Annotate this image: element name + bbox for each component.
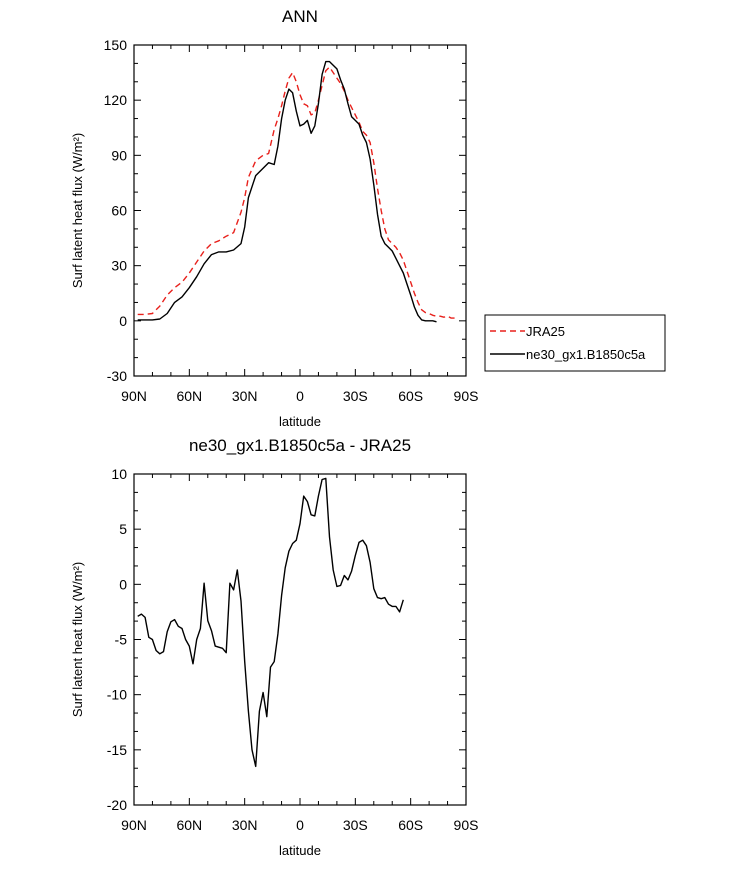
x-tick-label: 90S (454, 817, 479, 833)
x-tick-label: 90S (454, 388, 479, 404)
y-tick-label: -15 (107, 742, 127, 758)
legend: JRA25 ne30_gx1.B1850c5a (484, 314, 666, 372)
x-tick-label: 30S (343, 388, 368, 404)
bottom-panel: ne30_gx1.B1850c5a - JRA25 -20 -15 -10 -5 0 5 10… (70, 436, 478, 858)
legend-entry: JRA25 (526, 324, 565, 339)
y-tick-label: 30 (111, 258, 127, 274)
chart-title: ne30_gx1.B1850c5a - JRA25 (189, 436, 411, 455)
legend-entry: ne30_gx1.B1850c5a (526, 347, 646, 362)
y-tick-label: 60 (111, 203, 127, 219)
y-tick-label: 0 (119, 313, 127, 329)
x-tick-label: 0 (296, 817, 304, 833)
x-tick-label: 30N (232, 388, 258, 404)
y-tick-label: -20 (107, 797, 127, 813)
y-tick-label: 10 (111, 466, 127, 482)
series-line-ne30-gx1-b1850c5a-jra25 (137, 477, 404, 768)
y-tick-label: -10 (107, 687, 127, 703)
x-tick-label: 60N (176, 817, 202, 833)
x-axis-label: latitude (279, 843, 321, 858)
y-tick-label: -30 (107, 368, 127, 384)
y-tick-label: 5 (119, 521, 127, 537)
y-tick-label: 150 (104, 37, 128, 53)
y-axis-label: Surf latent heat flux (W/m²) (70, 133, 85, 288)
x-tick-label: 90N (121, 388, 147, 404)
y-tick-label: 90 (111, 147, 127, 163)
series-line-jra25 (137, 66, 455, 319)
x-axis-label: latitude (279, 414, 321, 429)
series-line-ne30-gx1-b1850c5a (137, 60, 437, 323)
y-axis-label: Surf latent heat flux (W/m²) (70, 562, 85, 717)
x-tick-label: 30S (343, 817, 368, 833)
x-tick-label: 60N (176, 388, 202, 404)
x-tick-label: 0 (296, 388, 304, 404)
y-tick-label: 120 (104, 92, 128, 108)
y-tick-label: -5 (115, 632, 128, 648)
chart-title: ANN (282, 7, 318, 26)
legend-box (484, 314, 666, 372)
x-tick-label: 90N (121, 817, 147, 833)
y-tick-label: 0 (119, 576, 127, 592)
x-tick-label: 60S (398, 817, 423, 833)
x-tick-label: 30N (232, 817, 258, 833)
x-tick-label: 60S (398, 388, 423, 404)
top-panel: ANN -30 0 30 60 90 120 150 90N 60N 30N 0 30S 60S 90S la… (70, 7, 478, 429)
